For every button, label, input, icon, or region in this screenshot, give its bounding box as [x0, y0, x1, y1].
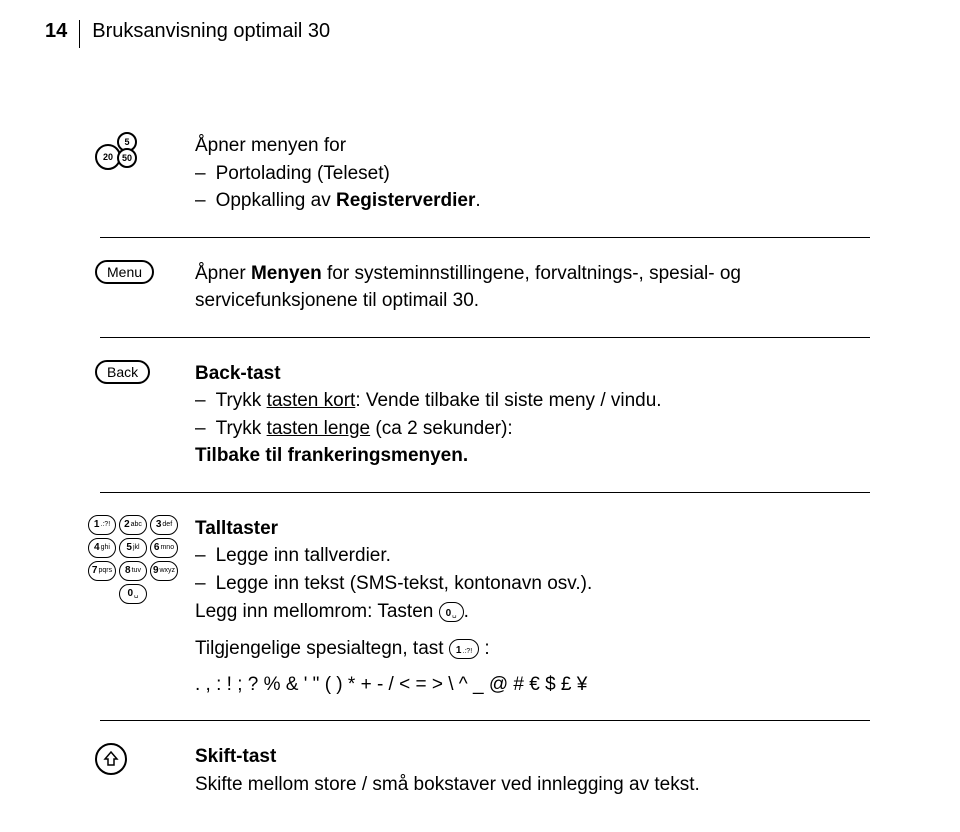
keypad-key: 3def	[150, 515, 178, 535]
section3-list: Trykk tasten kort: Vende tilbake til sis…	[195, 387, 870, 470]
s2-bold: Menyen	[251, 263, 322, 284]
s1i2-bold: Registerverdier	[336, 190, 475, 211]
shift-icon-container	[45, 743, 195, 775]
s4-sp-s: :	[479, 638, 490, 659]
s4-sp-p: Tilgjengelige spesialtegn, tast	[195, 638, 449, 659]
keypad-key: 8tuv	[119, 561, 147, 581]
back-icon-container: Back	[45, 360, 195, 384]
s3i2-m: (ca 2 sekunder):	[370, 418, 513, 439]
keypad-key-zero: 0␣	[119, 584, 147, 604]
keypad-key: 6mno	[150, 538, 178, 558]
key-zero-inline: 0␣	[439, 602, 464, 622]
coin-icon: 5 20 50	[95, 132, 141, 170]
section-talltaster: 1.:?!2abc3def4ghi5jkl6mno7pqrs8tuv9wxyz0…	[45, 501, 870, 712]
s4-m-s: .	[464, 601, 469, 622]
section2-text: Åpner Menyen for systeminnstillingene, f…	[195, 260, 870, 315]
keypad-key: 2abc	[119, 515, 147, 535]
document-page: 14 Bruksanvisning optimail 30 5 20 50 Åp…	[0, 0, 960, 832]
section1-item2: Oppkalling av Registerverdier.	[195, 187, 870, 215]
section1-item1: Portolading (Teleset)	[195, 160, 870, 188]
s3i2-u: tasten lenge	[267, 418, 371, 439]
keypad-key: 9wxyz	[150, 561, 178, 581]
shift-icon	[95, 743, 127, 775]
s5-text: Skifte mellom store / små bokstaver ved …	[195, 771, 870, 799]
s2-prefix: Åpner	[195, 263, 251, 284]
divider-1	[100, 237, 870, 238]
menu-icon-container: Menu	[45, 260, 195, 284]
s3i2-l2: Tilbake til frankeringsmenyen.	[195, 445, 468, 466]
s5-title: Skift-tast	[195, 746, 276, 767]
section-portolading: 5 20 50 Åpner menyen for Portolading (Te…	[45, 118, 870, 229]
section-shift: Skift-tast Skifte mellom store / små bok…	[45, 729, 870, 812]
section4-text: Talltaster Legge inn tallverdier. Legge …	[195, 515, 870, 698]
header-title: Bruksanvisning optimail 30	[92, 20, 330, 43]
s4-title: Talltaster	[195, 518, 278, 539]
s4-item2: Legge inn tekst (SMS-tekst, kontonavn os…	[195, 570, 870, 598]
divider-4	[100, 720, 870, 721]
s4-m-p: Legg inn mellomrom: Tasten	[195, 601, 439, 622]
divider-2	[100, 337, 870, 338]
section4-list: Legge inn tallverdier. Legge inn tekst (…	[195, 542, 870, 597]
keypad-key: 5jkl	[119, 538, 147, 558]
page-number: 14	[45, 20, 67, 43]
keypad-icon: 1.:?!2abc3def 4ghi5jkl6mno 7pqrs8tuv9wxyz0…	[83, 515, 178, 604]
s3i1-u: tasten kort	[267, 390, 356, 411]
keypad-key: 7pqrs	[88, 561, 116, 581]
s3i1-p: Trykk	[216, 390, 267, 411]
s3-title: Back-tast	[195, 363, 281, 384]
section1-list: Portolading (Teleset) Oppkalling av Regi…	[195, 160, 870, 215]
divider-3	[100, 492, 870, 493]
section-menu: Menu Åpner Menyen for systeminnstillinge…	[45, 246, 870, 329]
keypad-container: 1.:?!2abc3def 4ghi5jkl6mno 7pqrs8tuv9wxyz0…	[45, 515, 195, 604]
page-header: 14 Bruksanvisning optimail 30	[45, 20, 870, 48]
keypad-key: 1.:?!	[88, 515, 116, 535]
s1i2-suffix: .	[475, 190, 480, 211]
section1-line1: Åpner menyen for	[195, 132, 870, 160]
coin-small-label: 5	[124, 137, 129, 147]
s3-item1: Trykk tasten kort: Vende tilbake til sis…	[195, 387, 870, 415]
section1-text: Åpner menyen for Portolading (Teleset) O…	[195, 132, 870, 215]
arrow-up-icon	[102, 750, 120, 768]
s4-item1: Legge inn tallverdier.	[195, 542, 870, 570]
section3-text: Back-tast Trykk tasten kort: Vende tilba…	[195, 360, 870, 470]
key-one-inline: 1.:?!	[449, 639, 479, 659]
s3i2-p: Trykk	[216, 418, 267, 439]
header-divider	[79, 20, 80, 48]
s3i1-s: : Vende tilbake til siste meny / vindu.	[355, 390, 661, 411]
s1i2-prefix: Oppkalling av	[216, 190, 336, 211]
coin-med-label: 50	[122, 153, 132, 163]
section5-text: Skift-tast Skifte mellom store / små bok…	[195, 743, 870, 798]
coin-icon-container: 5 20 50	[45, 132, 195, 170]
s4-chars: . , : ! ; ? % & ' " ( ) * + - / < = > \ …	[195, 671, 870, 699]
s4-mellomrom: Legg inn mellomrom: Tasten 0␣.	[195, 598, 870, 626]
back-button-icon: Back	[95, 360, 150, 384]
coin-large-label: 20	[103, 152, 113, 162]
section-back: Back Back-tast Trykk tasten kort: Vende …	[45, 346, 870, 484]
s3-item2: Trykk tasten lenge (ca 2 sekunder): Tilba…	[195, 415, 870, 470]
coin-med: 50	[117, 148, 137, 168]
s4-spesial: Tilgjengelige spesialtegn, tast 1.:?! :	[195, 635, 870, 663]
menu-button-icon: Menu	[95, 260, 154, 284]
keypad-key: 4ghi	[88, 538, 116, 558]
